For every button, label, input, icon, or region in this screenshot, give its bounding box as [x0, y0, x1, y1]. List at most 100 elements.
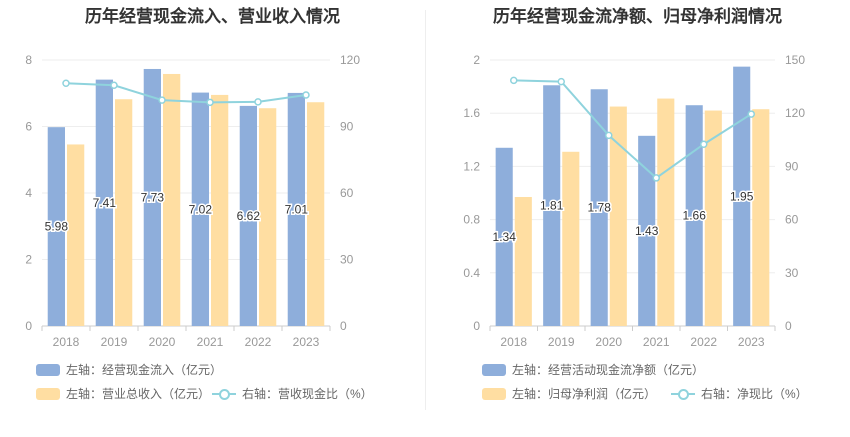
- x-tick-label: 2020: [149, 335, 176, 349]
- bar[interactable]: [287, 92, 305, 326]
- bar[interactable]: [609, 106, 627, 326]
- legend-item[interactable]: 左轴：经营活动现金流净额（亿元）: [482, 361, 704, 378]
- bar-data-label: 7.02: [189, 202, 213, 216]
- legend-label: 左轴：营业总收入（亿元）: [66, 387, 211, 401]
- bar[interactable]: [704, 110, 722, 326]
- y-tick-right: 0: [340, 319, 347, 333]
- bar[interactable]: [143, 68, 161, 326]
- y-tick-left: 6: [25, 120, 32, 134]
- y-tick-right: 120: [340, 53, 360, 67]
- legend-swatch-line: [671, 388, 695, 400]
- x-tick-label: 2023: [738, 335, 765, 349]
- bar[interactable]: [211, 94, 229, 326]
- legend-item[interactable]: 左轴：归母净利润（亿元）: [482, 385, 656, 402]
- bar-data-label: 5.98: [45, 220, 69, 234]
- y-tick-right: 30: [340, 253, 354, 267]
- bar[interactable]: [67, 144, 85, 326]
- y-tick-right: 60: [340, 186, 354, 200]
- x-tick-label: 2019: [548, 335, 575, 349]
- chart-title: 历年经营现金流净额、归母净利润情况: [493, 7, 782, 26]
- y-tick-left: 1.2: [463, 159, 480, 173]
- legend-label: 左轴：经营现金流入（亿元）: [66, 363, 223, 377]
- bar-data-label: 7.41: [93, 196, 117, 210]
- legend-label: 右轴：营收现金比（%）: [242, 387, 373, 401]
- y-tick-right: 150: [785, 53, 805, 67]
- y-tick-left: 0: [473, 319, 480, 333]
- legend-item[interactable]: 右轴：营收现金比（%）: [212, 385, 373, 402]
- bar[interactable]: [733, 66, 751, 327]
- bar[interactable]: [638, 135, 656, 326]
- legend-item[interactable]: 左轴：经营现金流入（亿元）: [36, 361, 222, 378]
- y-tick-left: 0.4: [463, 266, 480, 280]
- chart-plot-right: 0 0.4 0.8 1.2 1.6 2 0 30 60 90 120 150 2018 2019 2020 2…: [463, 53, 805, 349]
- y-tick-right: 120: [785, 106, 805, 120]
- bar[interactable]: [47, 127, 65, 326]
- x-tick-label: 2022: [245, 335, 272, 349]
- bar-data-label: 1.81: [540, 199, 564, 213]
- chart-plot-left: 0 2 4 6 8 0 30 60 90 120 2018 2019 2020 2021 2022 2023 5…: [25, 53, 360, 349]
- bar[interactable]: [657, 98, 675, 326]
- legend-swatch-bar: [482, 387, 506, 400]
- y-tick-right: 90: [340, 120, 354, 134]
- x-tick-label: 2018: [500, 335, 527, 349]
- line-point[interactable]: [747, 110, 755, 118]
- y-tick-left: 2: [25, 253, 32, 267]
- legend-swatch-line: [212, 388, 236, 400]
- y-tick-left: 2: [473, 53, 480, 67]
- panel-divider: [425, 10, 426, 410]
- bar[interactable]: [95, 79, 113, 327]
- y-tick-left: 0: [25, 319, 32, 333]
- legend-label: 右轴：净现比（%）: [701, 387, 808, 401]
- line-point[interactable]: [557, 77, 565, 86]
- bar-data-label: 7.73: [141, 190, 165, 204]
- y-tick-left: 8: [25, 53, 32, 67]
- y-tick-left: 1.6: [463, 106, 480, 120]
- bar-data-label: 1.95: [730, 189, 754, 203]
- bar[interactable]: [562, 151, 580, 326]
- bar[interactable]: [259, 108, 277, 327]
- line-point[interactable]: [605, 131, 613, 140]
- x-tick-label: 2020: [595, 335, 622, 349]
- line-point[interactable]: [206, 98, 214, 107]
- bar[interactable]: [239, 105, 257, 326]
- y-tick-left: 0.8: [463, 213, 480, 227]
- y-tick-right: 60: [785, 213, 799, 227]
- line-point[interactable]: [158, 96, 166, 104]
- line-point[interactable]: [62, 79, 70, 88]
- bar-data-label: 1.34: [493, 230, 517, 244]
- line-point[interactable]: [254, 98, 262, 106]
- chart-panel-left: 历年经营现金流入、营业收入情况 0 2 4 6 8 0 30 60 90 120 2018 2019 2…: [25, 7, 373, 402]
- x-tick-label: 2021: [643, 335, 670, 349]
- chart-panel-right: 历年经营现金流净额、归母净利润情况 0 0.4 0.8 1.2 1.6 2 0 30 60 90 1…: [425, 0, 850, 437]
- chart-title: 历年经营现金流入、营业收入情况: [85, 7, 340, 26]
- series-line: [513, 79, 752, 180]
- bar[interactable]: [590, 89, 608, 326]
- legend-swatch-bar: [36, 363, 60, 376]
- bar[interactable]: [514, 196, 532, 326]
- y-tick-right: 90: [785, 159, 799, 173]
- bar[interactable]: [191, 92, 209, 327]
- legend-label: 左轴：经营活动现金流净额（亿元）: [512, 363, 705, 377]
- bar[interactable]: [495, 147, 513, 326]
- bar[interactable]: [307, 102, 325, 326]
- line-point[interactable]: [110, 81, 118, 90]
- line-point[interactable]: [652, 174, 660, 182]
- legend-item[interactable]: 右轴：净现比（%）: [671, 385, 808, 402]
- bar[interactable]: [685, 105, 703, 326]
- line-point[interactable]: [510, 76, 518, 85]
- x-tick-label: 2021: [197, 335, 224, 349]
- legend-swatch-bar: [482, 363, 506, 376]
- bar[interactable]: [163, 73, 181, 326]
- legend-label: 左轴：归母净利润（亿元）: [512, 387, 657, 401]
- legend-item[interactable]: 左轴：营业总收入（亿元）: [36, 385, 210, 402]
- series-line: [65, 82, 307, 104]
- x-tick-label: 2022: [690, 335, 717, 349]
- y-tick-right: 30: [785, 266, 799, 280]
- bar-data-label: 1.43: [635, 224, 659, 238]
- bar[interactable]: [752, 109, 770, 327]
- line-point[interactable]: [302, 91, 310, 99]
- bar-data-label: 1.78: [588, 201, 612, 215]
- bar[interactable]: [115, 99, 133, 326]
- bar[interactable]: [543, 85, 561, 327]
- line-point[interactable]: [700, 140, 708, 148]
